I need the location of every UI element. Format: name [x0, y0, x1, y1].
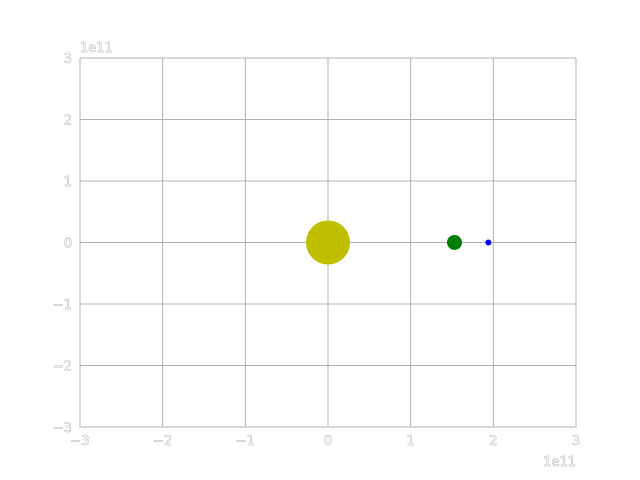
x-tick-label: −1	[236, 434, 255, 449]
y-tick-label: −2	[53, 360, 72, 375]
data-point-0	[306, 220, 350, 265]
x-tick-label: 3	[572, 434, 580, 449]
y-tick-label: −1	[53, 298, 72, 313]
y-tick-label: 3	[64, 52, 72, 67]
x-tick-label: −3	[70, 434, 89, 449]
x-tick-label: −2	[153, 434, 172, 449]
y-tick-label: 1	[64, 175, 72, 190]
tick-labels: −3 −2 −1 0 1 2 3 −3 −2 −1 0 1 2 3	[53, 52, 581, 450]
data-points	[306, 220, 492, 265]
y-tick-label: −3	[53, 421, 72, 436]
x-tick-label: 2	[489, 434, 497, 449]
x-tick-label: 0	[324, 434, 332, 449]
x-tick-label: 1	[407, 434, 415, 449]
y-tick-label: 0	[64, 237, 72, 252]
y-tick-label: 2	[64, 114, 72, 129]
data-point-2	[485, 239, 492, 246]
x-offset-label: 1e11	[543, 455, 576, 470]
grid	[79, 57, 577, 428]
data-point-1	[446, 235, 462, 250]
y-offset-label: 1e11	[80, 41, 113, 56]
